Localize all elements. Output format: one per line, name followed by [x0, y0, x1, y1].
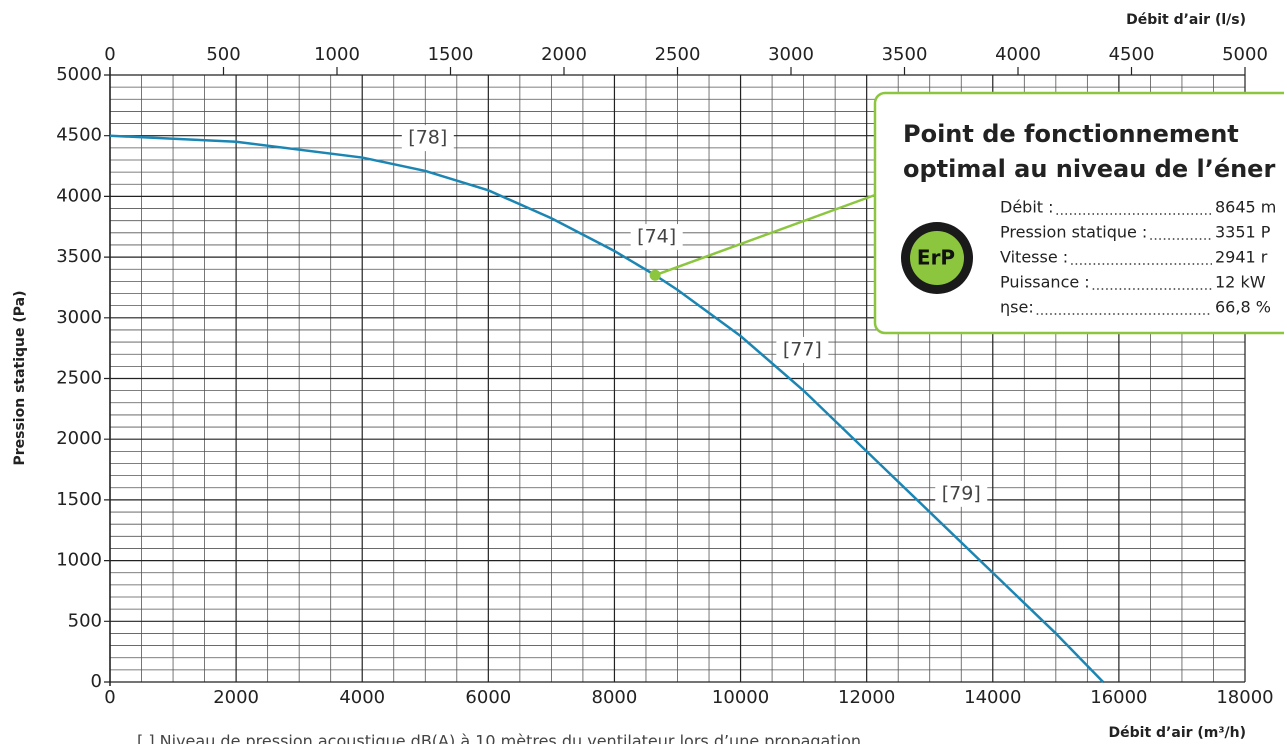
annotation-bg [776, 336, 829, 363]
leader-line [654, 193, 876, 277]
y-axis-label: Pression statique (Pa) [12, 290, 28, 465]
y-tick-label: 0 [91, 671, 102, 692]
curve [109, 134, 1105, 683]
x2-tick-label: 3500 [882, 44, 928, 65]
annotation: [77] [783, 338, 822, 360]
annotation: [78] [408, 127, 447, 149]
info-value: 12 kW [1215, 273, 1266, 292]
x-tick-label: 2000 [213, 687, 259, 708]
annotation-bg [630, 224, 683, 251]
x2-tick-label: 2000 [541, 44, 587, 65]
info-value: 8645 m [1215, 198, 1276, 217]
x-tick-label: 16000 [1090, 687, 1147, 708]
x-tick-label: 8000 [592, 687, 638, 708]
annotation: [74] [637, 226, 676, 248]
x-tick-label: 4000 [339, 687, 385, 708]
info-box [873, 91, 1284, 335]
x2-axis-label: Débit d’air (l/s) [1126, 12, 1246, 28]
x-tick-label: 6000 [465, 687, 511, 708]
y-tick-label: 5000 [56, 64, 102, 85]
x-tick-label: 0 [104, 687, 115, 708]
info-label: Pression statique : [1000, 223, 1147, 242]
footnote: [ ] Niveau de pression acoustique dB(A) … [137, 732, 861, 744]
x-tick-label: 12000 [838, 687, 895, 708]
info-value: 3351 P [1215, 223, 1271, 242]
y-tick-label: 3000 [56, 307, 102, 328]
info-label: Vitesse : [1000, 248, 1068, 267]
y-tick-label: 1500 [56, 489, 102, 510]
info-label: ηse: [1000, 298, 1034, 317]
y-tick-label: 1000 [56, 550, 102, 571]
x2-tick-label: 1500 [428, 44, 474, 65]
info-title: Point de fonctionnement [903, 120, 1239, 148]
x2-tick-label: 5000 [1222, 44, 1268, 65]
annotation-bg [401, 125, 454, 152]
info-label: Débit : [1000, 198, 1054, 217]
info-label: Puissance : [1000, 273, 1090, 292]
annotation: [79] [942, 482, 981, 504]
x2-tick-label: 500 [206, 44, 240, 65]
x-axis-label: Débit d’air (m³/h) [1109, 725, 1246, 741]
x-tick-label: 14000 [964, 687, 1021, 708]
y-tick-label: 4000 [56, 185, 102, 206]
info-title: optimal au niveau de l’éner [903, 155, 1275, 183]
y-tick-label: 3500 [56, 246, 102, 267]
x2-tick-label: 4000 [995, 44, 1041, 65]
y-tick-label: 500 [68, 610, 102, 631]
annotation-bg [935, 480, 988, 507]
x-tick-label: 10000 [712, 687, 769, 708]
operating-point [649, 269, 661, 281]
x2-tick-label: 0 [104, 44, 115, 65]
x2-tick-label: 1000 [314, 44, 360, 65]
info-value: 2941 r [1215, 248, 1268, 267]
x-tick-label: 18000 [1216, 687, 1273, 708]
y-tick-label: 2000 [56, 428, 102, 449]
badge-ring [910, 231, 964, 285]
badge-text: ErP [917, 246, 955, 270]
info-value: 66,8 % [1215, 298, 1271, 317]
y-tick-label: 4500 [56, 125, 102, 146]
y-tick-label: 2500 [56, 368, 102, 389]
x2-tick-label: 3000 [768, 44, 814, 65]
x2-tick-label: 4500 [1109, 44, 1155, 65]
x2-tick-label: 2500 [655, 44, 701, 65]
